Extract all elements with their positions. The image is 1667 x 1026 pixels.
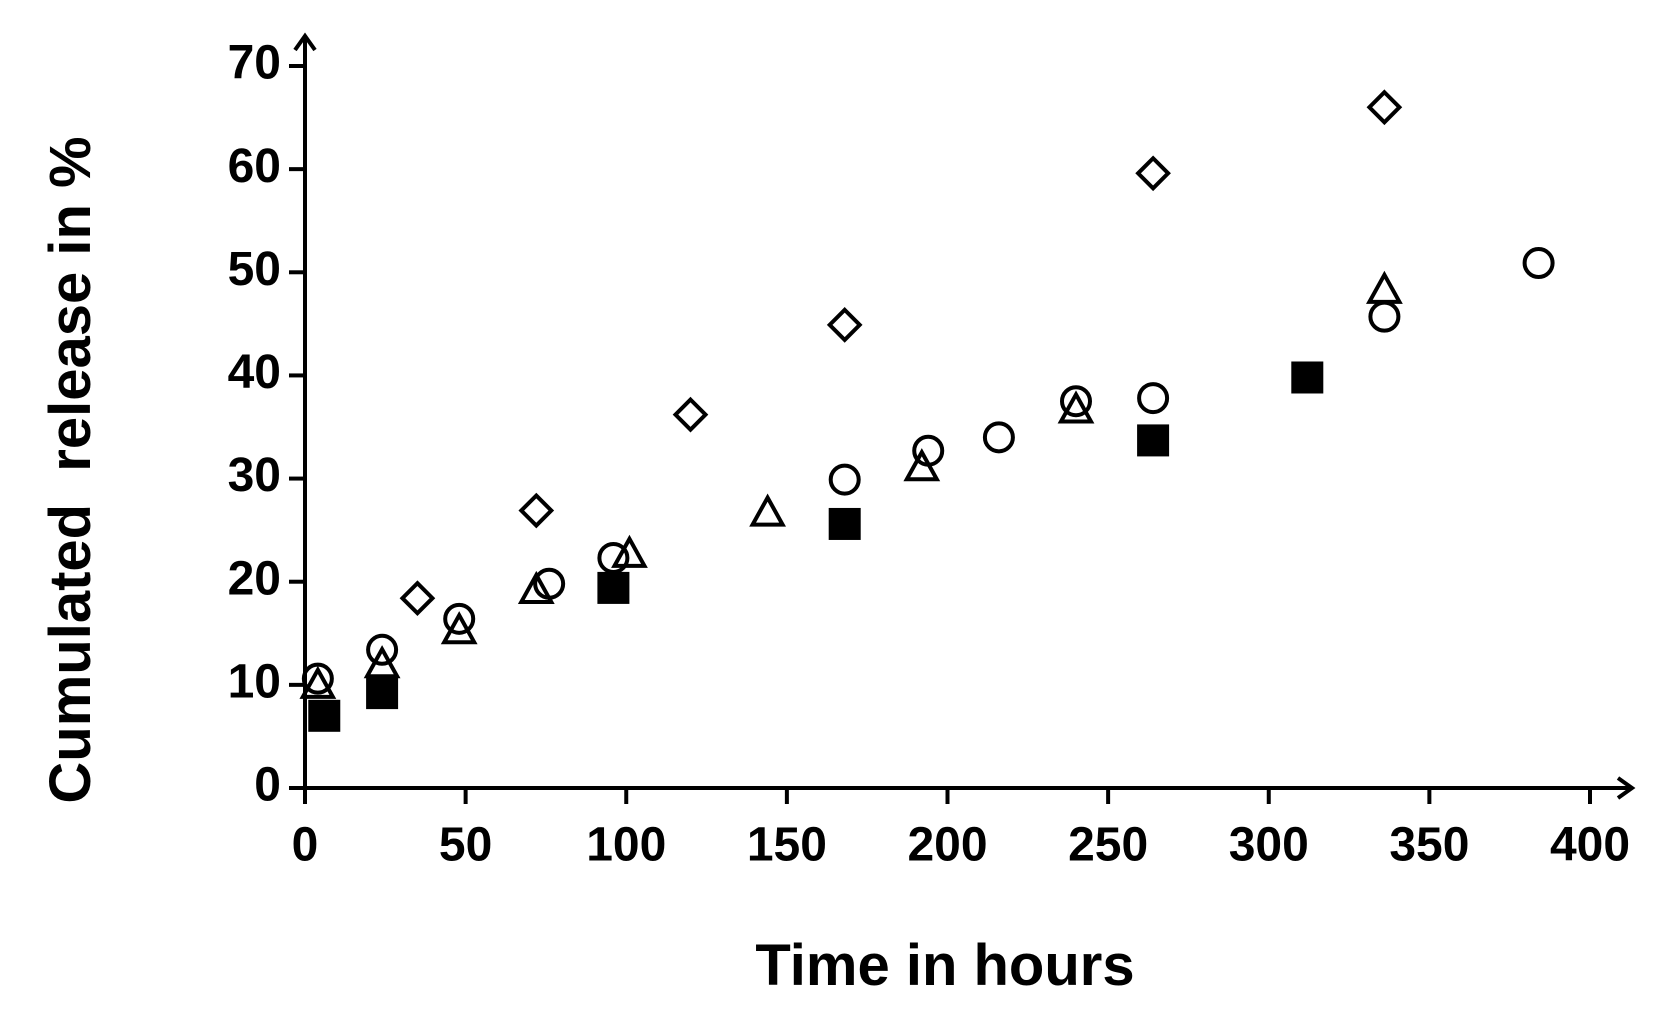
marker-circle <box>1368 300 1401 333</box>
y-axis-arrow <box>293 32 317 52</box>
marker-triangle <box>749 493 786 527</box>
marker-triangle <box>1057 390 1095 424</box>
marker-diamond <box>1366 89 1403 126</box>
marker-square <box>1137 424 1170 457</box>
marker-circle <box>1137 382 1170 415</box>
marker-triangle <box>299 665 337 699</box>
marker-square <box>308 699 341 732</box>
marker-triangle <box>517 570 555 604</box>
x-tick-label: 0 <box>292 819 319 872</box>
marker-circle <box>828 463 861 496</box>
marker-triangle <box>611 534 648 568</box>
marker-circle <box>366 633 399 666</box>
marker-diamond <box>672 396 709 433</box>
marker-circle <box>1522 247 1555 280</box>
y-tick-label: 20 <box>228 552 281 605</box>
marker-square <box>1291 361 1324 394</box>
x-axis-label: Time in hours <box>755 933 1134 998</box>
y-tick-label: 30 <box>228 449 281 502</box>
y-tick-label: 0 <box>254 759 281 812</box>
axes <box>293 32 1636 800</box>
y-axis-label: Cumulated release in % <box>38 136 103 803</box>
marker-circle <box>982 421 1015 454</box>
x-tick-label: 100 <box>586 819 666 872</box>
marker-diamond <box>826 307 863 343</box>
y-tick-label: 10 <box>228 656 281 709</box>
x-tick-label: 200 <box>907 819 987 872</box>
y-tick-label: 70 <box>228 37 281 90</box>
marker-diamond <box>399 580 436 617</box>
x-tick-label: 50 <box>439 819 492 872</box>
marker-triangle <box>440 611 478 645</box>
x-axis-arrow <box>1616 776 1636 800</box>
marker-square <box>366 677 399 710</box>
marker-triangle <box>363 645 401 679</box>
x-tick-label: 400 <box>1550 819 1630 872</box>
y-tick-label: 60 <box>228 140 281 193</box>
y-tick-label: 50 <box>228 243 281 296</box>
x-tick-label: 350 <box>1389 819 1469 872</box>
marker-triangle <box>903 448 941 482</box>
x-tick-label: 300 <box>1229 819 1309 872</box>
marker-square <box>597 571 630 604</box>
y-tick-label: 40 <box>228 346 281 399</box>
marker-circle <box>1060 385 1092 418</box>
x-tick-label: 250 <box>1068 819 1148 872</box>
marker-diamond <box>1135 155 1171 192</box>
marker-diamond <box>518 492 555 529</box>
marker-square <box>828 507 861 540</box>
x-tick-label: 150 <box>747 819 827 872</box>
marker-circle <box>443 602 476 635</box>
marker-triangle <box>1366 270 1403 304</box>
